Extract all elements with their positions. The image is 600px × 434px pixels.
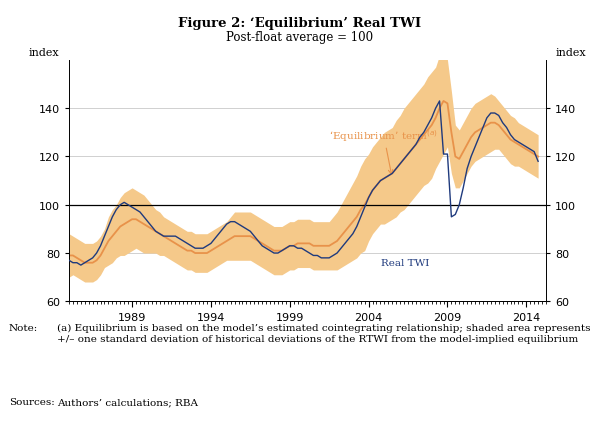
Text: index: index	[28, 48, 59, 58]
Text: ‘Equilibrium’ term$^{(a)}$: ‘Equilibrium’ term$^{(a)}$	[329, 128, 438, 175]
Text: Sources:: Sources:	[9, 397, 55, 406]
Text: Figure 2: ‘Equilibrium’ Real TWI: Figure 2: ‘Equilibrium’ Real TWI	[178, 16, 422, 30]
Text: Real TWI: Real TWI	[381, 259, 430, 268]
Text: Post-float average = 100: Post-float average = 100	[226, 31, 374, 44]
Text: Authors’ calculations; RBA: Authors’ calculations; RBA	[57, 397, 198, 406]
Text: Note:: Note:	[9, 323, 38, 332]
Text: index: index	[556, 48, 587, 58]
Text: (a) Equilibrium is based on the model’s estimated cointegrating relationship; sh: (a) Equilibrium is based on the model’s …	[57, 323, 590, 343]
